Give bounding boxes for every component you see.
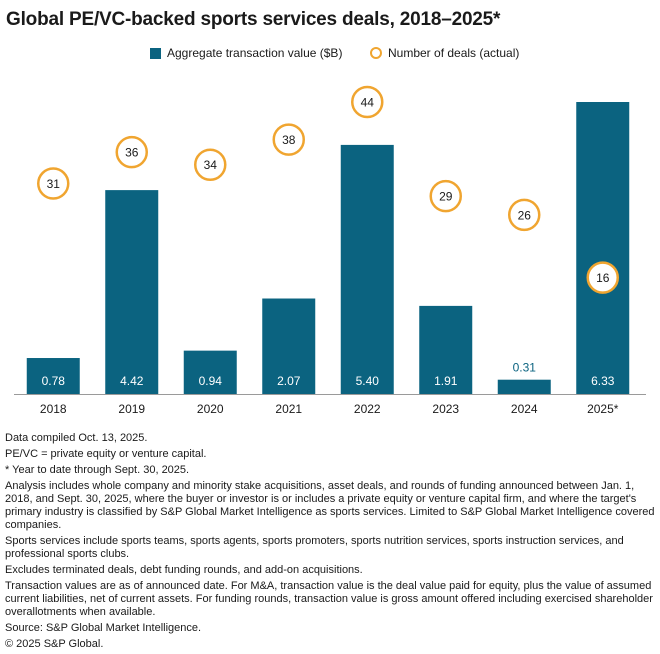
bar [576, 102, 630, 394]
bar [26, 358, 80, 394]
deal-count-marker [586, 261, 619, 294]
legend: Aggregate transaction value ($B) Number … [0, 46, 660, 64]
deal-count-label: 38 [282, 133, 296, 147]
deal-count-marker [351, 85, 384, 119]
x-tick-label: 2024 [511, 402, 538, 416]
deal-count-marker [508, 198, 541, 232]
deal-count-label: 31 [47, 177, 61, 191]
bar-value-label: 0.78 [42, 374, 66, 388]
deal-count-marker [37, 167, 70, 200]
bar [262, 298, 316, 394]
legend-item-deals: Number of deals (actual) [370, 46, 519, 60]
note-compiled: Data compiled Oct. 13, 2025. [5, 432, 148, 444]
bar-value-label: 0.94 [199, 374, 223, 388]
bar-value-label: 6.33 [591, 374, 615, 388]
chart-plot: 0.78 2018 31 4.42 2019 36 0.94 2020 34 2.07 2021 38… [14, 85, 646, 416]
legend-label-deals: Number of deals (actual) [388, 46, 520, 60]
x-tick-label: 2022 [354, 402, 381, 416]
deal-count-marker [429, 179, 462, 213]
bar-value-label: 1.91 [434, 374, 458, 388]
deal-count-label: 34 [204, 158, 218, 172]
bar-value-label: 0.31 [513, 361, 537, 375]
bar [419, 305, 473, 394]
bar-value-label: 5.40 [356, 374, 380, 388]
legend-bar-swatch [150, 47, 161, 59]
legend-item-value: Aggregate transaction value ($B) [150, 46, 342, 60]
note-analysis: Analysis includes whole company and mino… [5, 480, 655, 531]
note-copyright: © 2025 S&P Global. [5, 638, 104, 650]
note-source: Source: S&P Global Market Intelligence. [5, 622, 202, 634]
deal-count-marker [194, 148, 227, 181]
note-sports-services: Sports services include sports teams, sp… [5, 535, 624, 560]
deal-count-marker [115, 135, 148, 169]
note-pevc: PE/VC = private equity or venture capita… [5, 448, 207, 460]
note-ytd: * Year to date through Sept. 30, 2025. [5, 464, 190, 476]
x-tick-label: 2021 [275, 402, 302, 416]
bar-value-label: 4.42 [120, 374, 144, 388]
x-tick-label: 2025* [587, 402, 619, 416]
deal-count-label: 29 [439, 190, 453, 204]
deal-count-label: 44 [361, 96, 375, 110]
deal-count-label: 36 [125, 146, 139, 160]
deal-count-label: 16 [596, 271, 610, 285]
note-excludes: Excludes terminated deals, debt funding … [5, 564, 363, 576]
bar [340, 144, 394, 394]
legend-label-value: Aggregate transaction value ($B) [167, 46, 343, 60]
deal-count-marker [272, 123, 305, 156]
x-tick-label: 2020 [197, 402, 224, 416]
x-tick-label: 2019 [118, 402, 145, 416]
bar [183, 350, 237, 394]
footnotes: Data compiled Oct. 13, 2025. PE/VC = pri… [5, 432, 657, 654]
bar [105, 190, 159, 394]
chart-title: Global PE/VC-backed sports services deal… [6, 9, 501, 30]
note-transaction-values: Transaction values are as of announced d… [5, 580, 653, 618]
x-tick-label: 2023 [432, 402, 459, 416]
x-tick-label: 2018 [40, 402, 67, 416]
bar-value-label: 2.07 [277, 374, 301, 388]
legend-circle-marker [370, 47, 382, 59]
bar [497, 379, 551, 394]
deal-count-label: 26 [518, 208, 532, 222]
